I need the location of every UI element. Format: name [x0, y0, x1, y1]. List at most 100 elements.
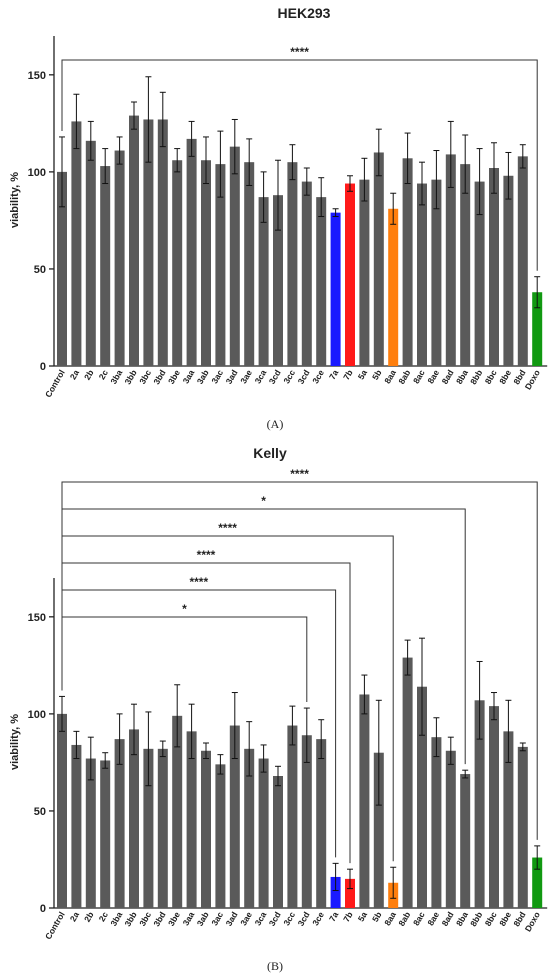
panel-label: (A): [267, 417, 284, 431]
bar-3bb: [129, 115, 139, 367]
bar-3cd: [301, 735, 312, 908]
x-tick-label: 8ab: [396, 910, 412, 928]
bar-3ae: [244, 748, 255, 908]
bar-8bb: [474, 700, 485, 908]
x-tick-label: 3be: [166, 910, 182, 928]
x-tick-label: 8bb: [468, 910, 484, 928]
panel-label: (B): [267, 959, 283, 973]
x-tick-label: 2c: [97, 368, 111, 381]
y-axis-label: viability, %: [9, 172, 21, 228]
bar-2a: [71, 744, 82, 908]
x-tick-label: 3ca: [253, 368, 269, 386]
x-tick-label: 2b: [82, 910, 96, 924]
significance-label: ****: [290, 45, 309, 59]
x-tick-label: 5a: [356, 910, 370, 923]
x-tick-label: 3ad: [224, 910, 240, 928]
x-tick-label: 3cd: [296, 368, 312, 386]
x-tick-label: 3aa: [181, 368, 197, 386]
bar-8ae: [431, 737, 442, 908]
bar-3bd: [157, 748, 168, 908]
x-tick-label: Doxo: [523, 368, 542, 391]
x-tick-label: 3ab: [195, 368, 211, 386]
y-tick-label: 0: [40, 361, 46, 373]
significance-label: *: [261, 494, 266, 508]
bar-3bc: [143, 748, 154, 908]
bar-8aa: [388, 208, 399, 366]
x-tick-label: 7a: [327, 910, 341, 923]
x-tick-label: 3bb: [123, 368, 139, 386]
y-tick-label: 100: [28, 709, 46, 721]
bar-3ba: [114, 150, 125, 366]
bar-3be: [172, 160, 183, 366]
y-tick-label: 150: [28, 70, 46, 82]
x-tick-label: 3ab: [195, 910, 211, 928]
panel-hek293: HEK293 viability, % 0 50 100 150 Control 2a 2b…: [9, 5, 548, 431]
x-tick-label: Control: [43, 368, 67, 399]
bar-8ac: [417, 183, 427, 366]
significance-label: ****: [290, 467, 309, 481]
x-tick-label: 3ba: [108, 368, 124, 386]
bar-3ab: [201, 750, 211, 908]
x-tick-label: 3ae: [238, 910, 254, 928]
x-tick-label: 3cc: [281, 368, 297, 386]
bar-8bd: [517, 746, 528, 908]
x-tick-label: 3be: [166, 368, 182, 386]
significance-label: ****: [218, 521, 237, 535]
bar-Doxo: [532, 857, 543, 908]
bar-3bd: [157, 119, 168, 367]
x-tick-label: 7a: [327, 368, 341, 381]
x-tick-label: 8ab: [396, 368, 412, 386]
x-tick-label: 8aa: [382, 368, 398, 386]
significance-bracket: [61, 616, 308, 703]
bar-3ba: [114, 739, 125, 908]
bar-8ac: [417, 686, 427, 908]
x-tick-label: 8ac: [411, 368, 427, 386]
bar-3ad: [229, 146, 240, 366]
bar-5b: [373, 752, 384, 908]
x-tick-label: 3ca: [253, 910, 269, 928]
y-tick-label: 50: [34, 806, 46, 818]
bar-Doxo: [532, 292, 543, 366]
x-tick-label: 3ae: [238, 368, 254, 386]
x-tick-label: 3ce: [310, 910, 326, 928]
chart-title: Kelly: [253, 445, 287, 461]
bar-8ae: [431, 179, 442, 366]
bar-3ad: [229, 725, 240, 908]
bar-3cc: [287, 162, 298, 366]
bar-3cd: [301, 181, 312, 366]
y-tick-label: 150: [28, 612, 46, 624]
x-tick-label: 3bb: [123, 910, 139, 928]
bar-3ce: [316, 739, 327, 908]
x-tick-label: 5a: [356, 368, 370, 381]
x-tick-label: 5b: [370, 368, 384, 382]
x-tick-label: 8ac: [411, 910, 427, 928]
bar-3ca: [258, 758, 269, 908]
x-tick-label: 8ad: [440, 368, 456, 386]
bar-7b: [345, 878, 355, 908]
bar-3ae: [244, 162, 255, 366]
bar-Control: [57, 713, 67, 908]
significance-bracket: [61, 535, 394, 862]
bar-8bc: [489, 706, 499, 908]
x-tick-label: 5b: [370, 910, 384, 924]
significance-label: *: [182, 602, 187, 616]
y-tick-label: 50: [34, 264, 46, 276]
x-tick-label: 2b: [82, 368, 96, 382]
x-tick-label: 8bc: [483, 368, 499, 386]
bar-3ac: [215, 764, 226, 908]
bar-2b: [85, 758, 96, 908]
bar-3cc: [287, 725, 298, 908]
plot-area: 0 50 100 150 Control 2a 2b 2c3ba3bb3bc3bd3be3aa…: [28, 36, 548, 399]
bar-7a: [330, 876, 341, 908]
bar-2a: [71, 121, 82, 366]
bar-3ca: [258, 197, 269, 366]
significance-label: ****: [189, 575, 208, 589]
bar-8be: [503, 731, 514, 908]
x-tick-label: 8bb: [468, 368, 484, 386]
bar-3ac: [215, 164, 226, 366]
x-tick-label: 3ac: [209, 368, 225, 386]
panel-kelly: Kelly viability, % 0 50 100 150 Control 2a 2b 2…: [9, 445, 548, 973]
x-tick-label: 3ad: [224, 368, 240, 386]
bar-5a: [359, 179, 370, 366]
bar-8ab: [402, 158, 413, 366]
